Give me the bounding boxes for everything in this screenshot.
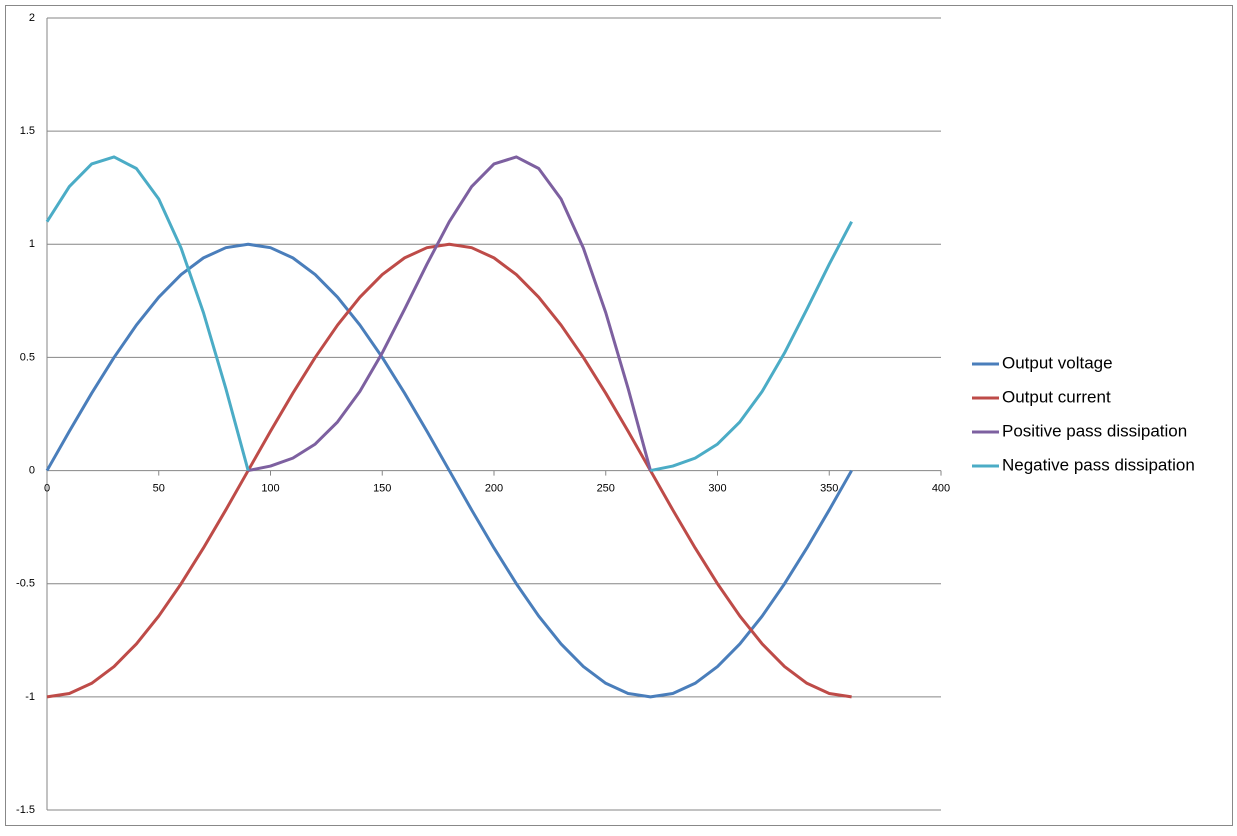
- x-tick-label: 200: [485, 482, 503, 494]
- x-tick-label: 0: [44, 482, 50, 494]
- y-tick-label: 2: [29, 12, 35, 24]
- series-line: [46, 242, 852, 699]
- series-line: [45, 242, 853, 699]
- x-tick-label: 250: [597, 482, 615, 494]
- x-tick-label: 100: [261, 482, 279, 494]
- y-tick-label: 0.5: [20, 351, 35, 363]
- legend-label: Negative pass dissipation: [1002, 455, 1195, 474]
- legend-label: Output current: [1002, 387, 1111, 406]
- x-tick-label: 50: [153, 482, 165, 494]
- y-tick-label: 1: [29, 238, 35, 250]
- legend-label: Output voltage: [1002, 353, 1113, 372]
- y-tick-label: -0.5: [16, 578, 35, 590]
- x-tick-label: 400: [932, 482, 950, 494]
- y-tick-label: -1.5: [16, 804, 35, 816]
- y-tick-label: -1: [25, 691, 35, 703]
- y-tick-label: 1.5: [20, 125, 35, 137]
- series-line: [45, 155, 853, 473]
- legend-label: Positive pass dissipation: [1002, 421, 1187, 440]
- x-tick-label: 300: [708, 482, 726, 494]
- y-tick-label: 0: [29, 464, 35, 476]
- series-line: [247, 155, 652, 473]
- x-tick-label: 350: [820, 482, 838, 494]
- x-tick-label: 150: [373, 482, 391, 494]
